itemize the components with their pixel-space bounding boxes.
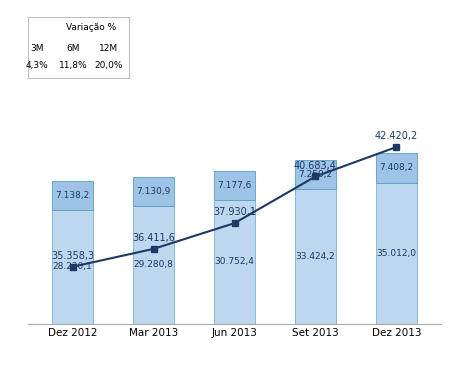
Text: 11,8%: 11,8% bbox=[59, 61, 88, 70]
Text: 12M: 12M bbox=[99, 44, 118, 52]
Bar bbox=[214, 200, 255, 324]
Text: 29.280,8: 29.280,8 bbox=[134, 260, 174, 269]
Text: 35.012,0: 35.012,0 bbox=[376, 248, 416, 257]
Bar bbox=[295, 189, 336, 324]
Text: 37.930,1: 37.930,1 bbox=[213, 207, 256, 217]
Text: 4,3%: 4,3% bbox=[25, 61, 48, 70]
Text: 6M: 6M bbox=[67, 44, 80, 52]
Bar bbox=[376, 153, 416, 183]
Text: 36.411,6: 36.411,6 bbox=[132, 233, 175, 243]
Text: 7.408,2: 7.408,2 bbox=[379, 163, 413, 172]
Text: 35.358,3: 35.358,3 bbox=[51, 251, 94, 261]
Text: 7.130,9: 7.130,9 bbox=[136, 187, 171, 196]
Text: 40.683,4: 40.683,4 bbox=[294, 161, 337, 170]
Bar bbox=[214, 171, 255, 200]
Text: 28.220,1: 28.220,1 bbox=[53, 262, 92, 271]
Text: 7.259,2: 7.259,2 bbox=[298, 170, 333, 179]
Text: 30.752,4: 30.752,4 bbox=[214, 257, 255, 266]
Bar bbox=[53, 210, 93, 324]
Bar bbox=[376, 183, 416, 324]
Text: 7.177,6: 7.177,6 bbox=[217, 181, 252, 190]
Text: 3M: 3M bbox=[30, 44, 43, 52]
Text: 7.138,2: 7.138,2 bbox=[55, 191, 90, 200]
Legend: Total dos Recursos Captados e Administrados, Total da Captação, Fundos de Invest: Total dos Recursos Captados e Administra… bbox=[41, 370, 428, 372]
Text: 42.420,2: 42.420,2 bbox=[375, 131, 418, 141]
Bar bbox=[133, 177, 174, 206]
Text: 33.424,2: 33.424,2 bbox=[295, 252, 335, 261]
Bar bbox=[295, 160, 336, 189]
Bar bbox=[133, 206, 174, 324]
Text: 20,0%: 20,0% bbox=[95, 61, 123, 70]
Bar bbox=[53, 181, 93, 210]
Text: Variação %: Variação % bbox=[66, 23, 116, 32]
